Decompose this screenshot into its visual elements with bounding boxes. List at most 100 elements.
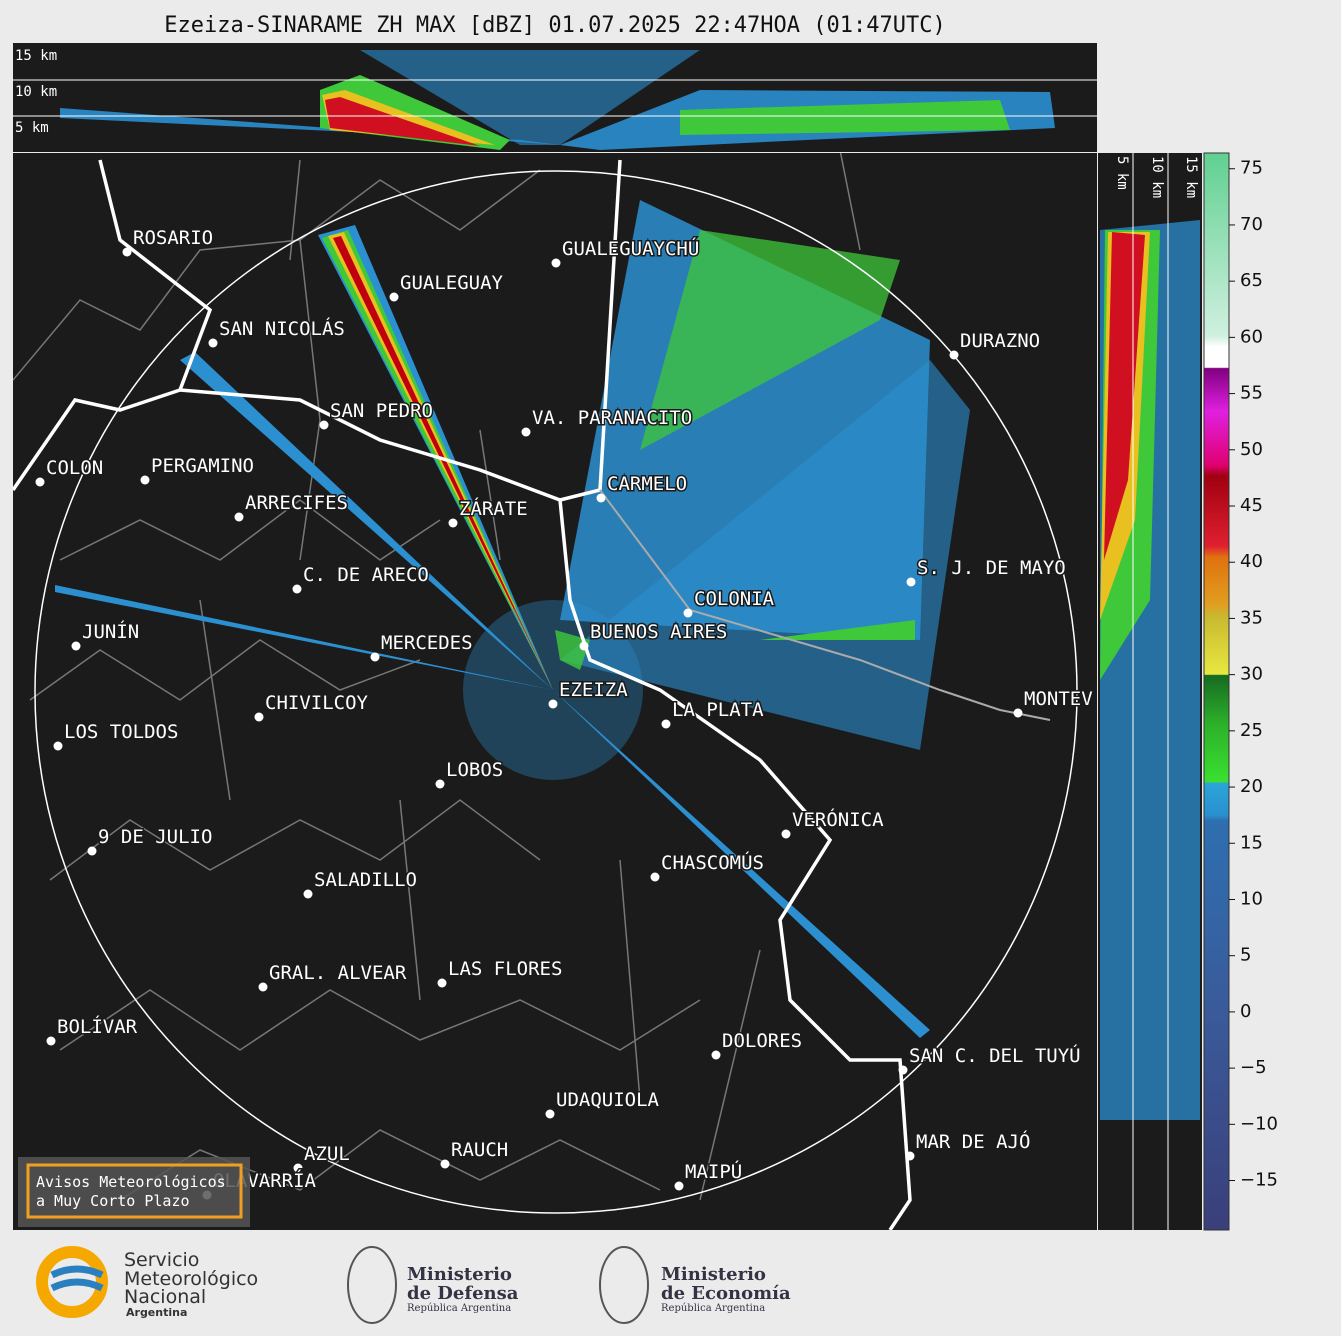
notice-box[interactable] [26,1163,243,1219]
height-label: 5 km [1114,156,1130,190]
city-dot [579,641,589,651]
logo-text: de Defensa [407,1283,519,1304]
logo-text: de Economía [661,1283,791,1304]
smn-logo [36,1246,108,1318]
colorbar-tick-label: 25 [1240,720,1263,741]
city-label: GUALEGUAYCHÚ [562,236,699,260]
radar-echoes [55,200,970,1038]
city-dot [254,712,264,722]
city-dot [448,518,458,528]
city-label: SAN PEDRO [330,400,433,422]
city-dot [435,779,445,789]
city-dot [906,577,916,587]
city-dot [674,1181,684,1191]
city-dot [208,338,218,348]
city-label: MAR DE AJÓ [916,1129,1030,1153]
colorbar-tick-label: 10 [1240,888,1263,909]
city-dot [319,420,329,430]
city-dot [234,512,244,522]
city-label: GUALEGUAY [400,272,504,294]
city-dot [370,652,380,662]
city-dot [1013,708,1023,718]
city-label: BUENOS AIRES [590,621,727,643]
colorbar-tick-label: 40 [1240,551,1263,572]
city-label: SAN C. DEL TUYÚ [909,1043,1081,1067]
city-dot [545,1109,555,1119]
colorbar-tick-label: 0 [1240,1001,1251,1022]
height-label: 10 km [1149,156,1165,198]
city-dot [140,475,150,485]
city-label: LAS FLORES [448,958,562,980]
city-dot [440,1159,450,1169]
city-dot [258,982,268,992]
height-label: 15 km [15,48,57,64]
city-label: UDAQUIOLA [556,1089,660,1111]
logo-text: Meteorológico [124,1268,258,1290]
colorbar-tick-label: 5 [1240,945,1251,966]
title: Ezeiza-SINARAME ZH MAX [dBZ] 01.07.2025 … [164,13,945,38]
logo-text: Nacional [124,1286,206,1308]
city-dot [293,1163,303,1173]
notice-text: Avisos Meteorológicos [36,1173,226,1191]
city-label: VERÓNICA [792,807,884,831]
city-label: EZEIZA [559,679,628,701]
city-dot [437,978,447,988]
coat-of-arms [599,1246,649,1324]
city-label: COLON [46,457,103,479]
city-dot [292,584,302,594]
colorbar-tick-label: 35 [1240,607,1263,628]
side-echoes [1100,220,1200,1120]
city-label: GRAL. ALVEAR [269,962,407,984]
city-label: PERGAMINO [151,455,254,477]
colorbar-tick-label: 15 [1240,832,1263,853]
city-dot [949,350,959,360]
city-label: CARMELO [607,473,687,495]
city-dot [122,247,132,257]
colorbar [1203,152,1230,1231]
logo-text: Argentina [126,1306,187,1319]
map-layers [13,153,1078,1230]
logo-text: Ministerio [661,1264,766,1285]
city-label: LOS TOLDOS [64,721,178,743]
city-dot [683,608,693,618]
city-label: ZÁRATE [459,497,528,520]
city-label: COLONIA [694,588,775,610]
colorbar-tick-label: 45 [1240,495,1263,516]
colorbar-tick-label: 55 [1240,383,1263,404]
city-label: ARRECIFES [245,492,348,514]
city-label: AZUL [304,1143,350,1165]
colorbar-tick-label: 60 [1240,326,1263,347]
city-dot [35,477,45,487]
colorbar-tick-label: 50 [1240,439,1263,460]
city-dot [781,829,791,839]
city-dot [46,1036,56,1046]
logo-text: República Argentina [407,1303,511,1314]
city-dot [661,719,671,729]
city-label: LOBOS [446,759,503,781]
city-dot [521,427,531,437]
notice-text: a Muy Corto Plazo [36,1192,190,1210]
city-dot [87,846,97,856]
city-label: BOLÍVAR [57,1015,138,1038]
city-dot [650,872,660,882]
city-label: MAIPÚ [685,1159,742,1183]
city-dot [389,292,399,302]
city-dot [596,493,606,503]
logo-text: República Argentina [661,1303,765,1314]
colorbar-tick-label: 70 [1240,214,1263,235]
city-label: CHIVILCOY [265,692,369,714]
city-label: MONTEV [1024,688,1093,710]
city-label: DURAZNO [960,330,1040,352]
logos: Servicio Meteorológico Nacional Argentin… [36,1246,791,1324]
colorbar-tick-label: −5 [1240,1057,1267,1078]
notice-backdrop [18,1157,250,1227]
colorbar-tick-label: 30 [1240,664,1263,685]
height-label: 5 km [15,120,49,136]
city-label: RAUCH [451,1139,508,1161]
colorbar-tick-label: −15 [1240,1170,1278,1191]
colorbar-tick-label: 20 [1240,776,1263,797]
city-label: C. DE ARECO [303,564,429,586]
